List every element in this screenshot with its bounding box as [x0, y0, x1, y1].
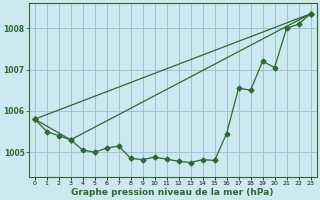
X-axis label: Graphe pression niveau de la mer (hPa): Graphe pression niveau de la mer (hPa)	[71, 188, 274, 197]
